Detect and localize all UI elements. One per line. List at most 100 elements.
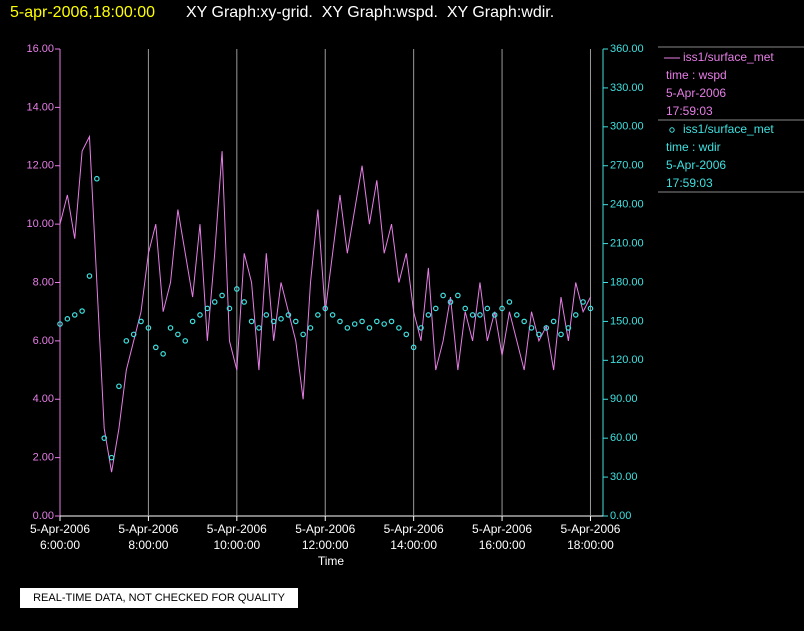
y-tick-label: 4.00: [33, 393, 54, 405]
x-tick-label-line: 18:00:00: [567, 538, 614, 552]
wdir-marker: [491, 312, 498, 318]
wdir-marker: [572, 312, 579, 318]
wdir-marker: [167, 325, 174, 331]
wdir-marker: [558, 331, 564, 338]
wdir-marker: [86, 273, 93, 279]
wdir-marker: [57, 321, 63, 327]
wdir-marker: [94, 175, 100, 182]
x-tick-label: 5-Apr-2006 14:00:00: [384, 522, 444, 552]
wdir-marker: [256, 325, 262, 331]
wdir-marker: [123, 338, 130, 344]
legend-detail: time : wspd: [666, 68, 727, 82]
y2-tick-label: 300.00: [610, 121, 644, 133]
wdir-marker: [484, 305, 491, 312]
y2-tick-label: 150.00: [610, 315, 644, 327]
wdir-marker: [462, 305, 469, 312]
wdir-marker: [211, 299, 218, 305]
wdir-marker: [536, 331, 542, 338]
y2-tick-label: 30.00: [610, 471, 638, 483]
wdir-marker: [447, 299, 454, 305]
wdir-marker: [130, 331, 137, 338]
wdir-marker: [292, 318, 299, 325]
wdir-marker: [234, 286, 240, 292]
wdir-marker: [263, 312, 270, 318]
x-tick-label-line: 16:00:00: [479, 538, 526, 552]
wdir-marker: [528, 325, 535, 331]
wdir-marker: [116, 383, 122, 390]
wspd-line: [59, 134, 591, 473]
wdir-marker: [513, 312, 520, 318]
wdir-marker: [175, 331, 181, 338]
y-tick-label: 10.00: [26, 218, 54, 230]
x-tick-label-line: 8:00:00: [128, 538, 168, 552]
wdir-marker: [580, 299, 586, 305]
wdir-marker: [344, 325, 351, 331]
wdir-marker: [418, 325, 424, 331]
x-axis-title: Time: [318, 554, 345, 568]
wdir-marker: [226, 305, 233, 312]
wdir-marker: [285, 312, 292, 318]
x-tick-label: 5-Apr-2006 16:00:00: [472, 522, 532, 552]
wdir-marker: [440, 292, 446, 299]
y2-tick-label: 210.00: [610, 237, 644, 249]
wdir-marker: [248, 318, 255, 325]
legend-detail: 5-Apr-2006: [666, 158, 726, 172]
x-tick-label-line: 5-Apr-2006: [30, 522, 90, 536]
wdir-marker: [329, 312, 336, 318]
wdir-marker: [432, 305, 439, 312]
wdir-marker: [506, 299, 513, 305]
x-tick-label: 5-Apr-2006 8:00:00: [118, 522, 178, 552]
wdir-marker: [300, 331, 306, 338]
x-tick-label: 5-Apr-2006 18:00:00: [560, 522, 620, 552]
y2-tick-label: 270.00: [610, 160, 644, 172]
wdir-marker: [101, 435, 108, 441]
x-tick-label-line: 5-Apr-2006: [472, 522, 532, 536]
wdir-marker: [381, 321, 387, 327]
wdir-marker: [455, 292, 461, 299]
wdir-marker: [337, 318, 343, 325]
legend-detail: 5-Apr-2006: [666, 86, 726, 100]
legend-name: iss1/surface_met: [683, 122, 774, 136]
wdir-marker: [108, 454, 115, 461]
y-tick-label: 14.00: [26, 101, 54, 113]
wdir-marker: [219, 292, 225, 299]
legend-detail: 17:59:03: [666, 176, 713, 190]
wdir-marker: [469, 312, 476, 318]
legend-detail: time : wdir: [666, 140, 721, 154]
footer-box: [20, 588, 298, 608]
wdir-marker: [543, 325, 550, 331]
wdir-marker: [521, 318, 527, 325]
wdir-marker: [396, 325, 402, 331]
y-tick-label: 16.00: [26, 43, 54, 55]
x-tick-label: 5-Apr-2006 10:00:00: [207, 522, 267, 552]
x-tick-label-line: 5-Apr-2006: [207, 522, 267, 536]
wdir-marker: [351, 321, 358, 327]
wdir-marker: [160, 351, 166, 357]
wdir-marker: [587, 305, 594, 312]
wdir-marker: [307, 325, 314, 331]
wdir-marker: [550, 318, 557, 325]
x-tick-label: 5-Apr-2006 6:00:00: [30, 522, 90, 552]
wdir-marker: [477, 312, 483, 318]
y2-tick-label: 0.00: [610, 510, 631, 522]
wdir-marker: [425, 312, 432, 318]
legend-detail: 17:59:03: [666, 104, 713, 118]
y2-tick-label: 240.00: [610, 199, 644, 211]
wdir-marker: [410, 344, 417, 351]
wdir-marker: [565, 325, 572, 331]
x-tick-label-line: 14:00:00: [390, 538, 437, 552]
footer-note: REAL-TIME DATA, NOT CHECKED FOR QUALITY: [33, 592, 285, 604]
y-tick-label: 6.00: [33, 335, 54, 347]
wdir-marker: [241, 299, 247, 305]
x-tick-label-line: 10:00:00: [213, 538, 260, 552]
x-tick-label-line: 12:00:00: [302, 538, 349, 552]
wdir-marker: [374, 318, 380, 325]
wdir-marker: [388, 318, 395, 325]
y2-tick-label: 330.00: [610, 82, 644, 94]
x-tick-label-line: 6:00:00: [40, 538, 80, 552]
y-tick-label: 12.00: [26, 160, 54, 172]
wdir-marker: [359, 318, 365, 325]
wdir-marker: [197, 312, 203, 318]
x-tick-label-line: 5-Apr-2006: [384, 522, 444, 536]
